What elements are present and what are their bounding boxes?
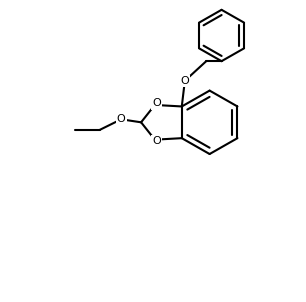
Text: O: O [117,114,125,124]
Text: O: O [181,76,189,86]
Text: O: O [152,98,161,108]
Text: O: O [152,136,161,146]
